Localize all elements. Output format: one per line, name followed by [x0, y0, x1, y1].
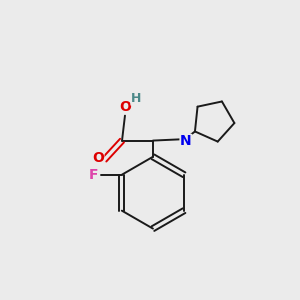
Text: O: O: [119, 100, 131, 114]
Text: F: F: [89, 168, 99, 182]
Text: O: O: [92, 151, 104, 165]
Text: N: N: [180, 134, 192, 148]
Text: H: H: [131, 92, 141, 105]
